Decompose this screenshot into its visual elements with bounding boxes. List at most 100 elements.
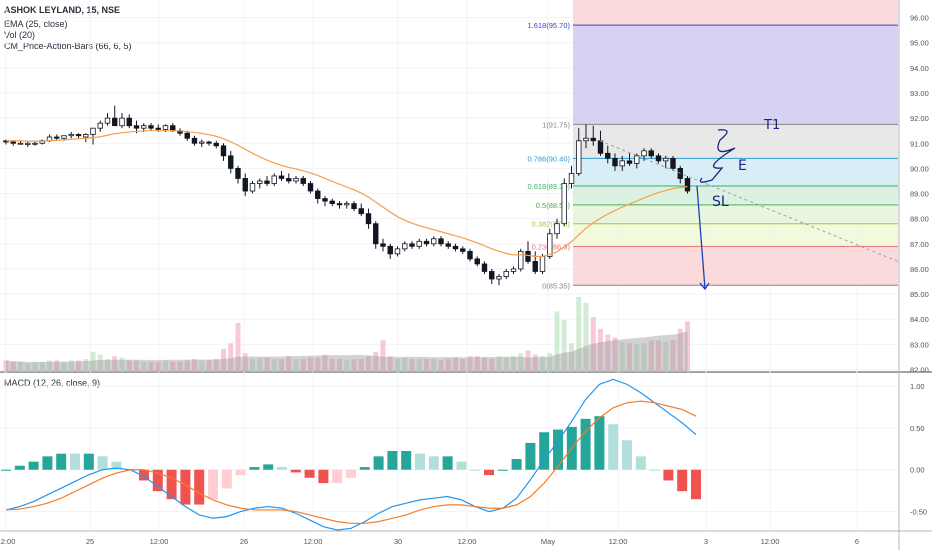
volume-bar [257,357,263,372]
volume-bar [308,357,313,372]
macd-histogram-bar [14,465,25,470]
macd-histogram-bar [208,469,218,500]
macd-histogram-bar [221,469,232,489]
macd-histogram-bar [456,461,467,470]
candle-body [32,142,38,145]
macd-histogram-bar [470,469,481,471]
macd-histogram-bar [139,469,149,481]
time-tick-label: 25 [86,537,94,546]
candle-body [249,183,256,192]
volume-bar [496,356,502,372]
price-tick-label: 91.00 [910,139,929,148]
volume-bar [264,357,270,372]
candle-body [387,245,393,255]
macd-histogram-bar [304,469,315,478]
volume-bar [532,354,538,372]
candle-body [518,250,524,270]
volume-bar [242,353,248,372]
price-tick-label: 90.00 [910,164,929,173]
volume-bar [344,360,350,372]
candle-body [351,203,357,210]
volume-bar [134,360,139,372]
volume-bar [489,359,495,372]
candle-body [467,250,473,260]
fib-level-label: 0.5(88.55) [536,201,571,210]
time-tick-label: 12:00 [0,537,15,546]
macd-histogram-bar [484,469,494,476]
volume-bar [431,359,437,372]
volume-bar [634,344,640,372]
fib-level-label: 0.618(89.30) [527,182,570,191]
candle-body [126,117,132,127]
candle-body [278,175,285,179]
candle-body [510,268,517,272]
volume-bar [18,361,23,372]
volume-bar [141,361,147,372]
volume-bar [474,356,480,372]
candle-body [496,276,502,280]
macd-histogram-bar [290,469,301,473]
volume-bar [300,359,306,372]
volume-bar [83,359,89,372]
candle-body [648,150,654,157]
macd-histogram-bar [332,469,343,484]
candle-body [170,125,176,132]
fib-zone [573,124,898,159]
price-tick-label: 82.00 [910,365,929,374]
candle-body [307,183,314,192]
fib-zone [573,223,898,247]
macd-tick-label: 0.00 [910,466,925,475]
candle-body [641,150,647,157]
candle-body [336,203,343,206]
candle-body [539,255,546,272]
price-tick-label: 96.00 [910,14,929,23]
candle-body [228,155,234,169]
volume-bar [105,359,110,372]
candle-body [380,243,386,247]
candle-body [10,141,16,144]
volume-bar [76,360,81,372]
volume-bar [663,341,669,372]
candle-body [532,261,538,272]
macd-histogram-bar [83,453,94,470]
macd-histogram-bar [263,464,274,470]
candle-body [344,203,350,206]
handwritten-e: E [738,158,747,174]
candle-body [655,155,662,162]
volume-bar [322,354,328,372]
volume-bar [677,328,683,372]
candle-body [191,137,198,144]
volume-bar [670,340,676,372]
price-tick-label: 86.00 [910,265,929,274]
macd-histogram-bar [580,418,591,470]
candle-body [590,137,596,142]
macd-histogram-bar [373,456,384,470]
candle-body [402,243,408,250]
candle-body [684,178,691,192]
volume-bar [97,354,103,372]
volume-bar [119,357,125,372]
candle-body [525,250,531,262]
volume-bar [641,343,647,372]
candle-body [242,178,248,192]
volume-bar [25,363,31,372]
ema-line [6,130,688,257]
candle-body [97,122,103,129]
macd-histogram-bar [249,467,260,470]
macd-legend: MACD (12, 26, close, 9) [4,378,101,388]
fib-level-label: 0.786(90.40) [527,154,570,163]
volume-bar [221,348,226,372]
fib-zone [573,204,898,224]
macd-histogram-bar [111,461,122,470]
price-action-legend: CM_Price-Action-Bars (66, 6, 5) [4,41,132,51]
price-tick-label: 93.00 [910,89,929,98]
macd-tick-label: 0.50 [910,424,925,433]
volume-bar [358,359,364,372]
candle-body [68,134,74,137]
candle-body [605,152,611,159]
price-tick-label: 95.00 [910,39,929,48]
candle-body [481,263,488,272]
macd-histogram-bar [635,456,646,470]
macd-histogram-bar [622,440,632,470]
